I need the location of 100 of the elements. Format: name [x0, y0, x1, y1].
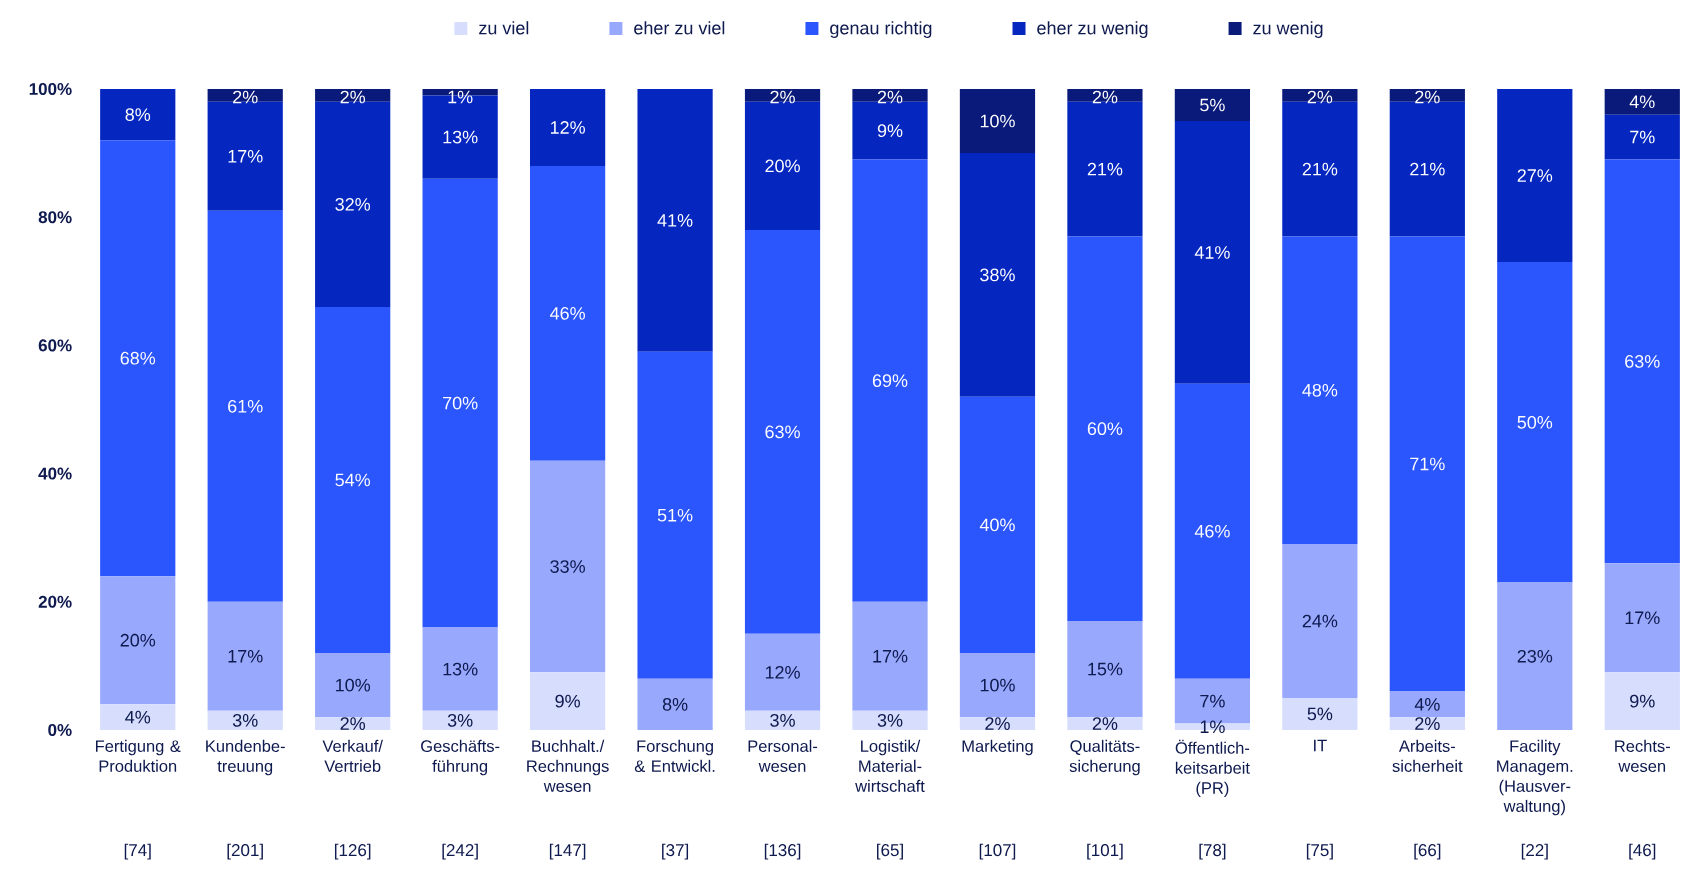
bar — [852, 601, 928, 711]
bar — [422, 710, 498, 730]
bar — [530, 165, 606, 461]
bar — [422, 627, 498, 711]
data-label: 41% — [1194, 246, 1230, 259]
text: [136] — [764, 843, 801, 860]
data-label: 21% — [1302, 162, 1338, 176]
text: [46] — [1629, 843, 1656, 860]
data-label: 12% — [550, 121, 585, 134]
text: [65] — [877, 843, 903, 860]
bar — [1497, 88, 1573, 263]
data-label: 63% — [1625, 355, 1660, 368]
data-label: 69% — [872, 374, 908, 388]
data-label: 8% — [125, 108, 151, 121]
data-label: 3% — [770, 713, 795, 727]
bar — [1067, 88, 1143, 102]
data-label: 17% — [228, 649, 263, 663]
data-label: 3% — [447, 713, 473, 727]
data-label: 12% — [765, 665, 800, 679]
bar — [744, 88, 821, 102]
y-tick-label: 0% — [48, 723, 72, 737]
data-label: 2% — [1415, 90, 1440, 104]
x-tick-label: Facility Managem. (Hausver-waltung) — [1497, 739, 1573, 816]
bar — [100, 140, 176, 577]
bar — [959, 88, 1036, 154]
data-label: 33% — [550, 560, 585, 573]
data-label: 2% — [877, 90, 903, 104]
data-label: 7% — [1630, 130, 1655, 144]
data-label: 70% — [443, 396, 478, 410]
data-label: 21% — [1410, 162, 1445, 176]
x-tick-label: Geschäfts-führung — [421, 739, 500, 776]
y-tick-label: 80% — [38, 211, 72, 224]
bar — [207, 710, 283, 730]
data-label: 2% — [770, 90, 795, 104]
bar — [959, 653, 1036, 718]
data-label: 17% — [1625, 611, 1660, 625]
data-label: 46% — [1194, 524, 1230, 538]
legend-label: genau richtig — [830, 21, 932, 38]
bar — [959, 396, 1036, 654]
data-label: 2% — [1415, 717, 1440, 730]
bar — [637, 351, 713, 679]
bar — [315, 88, 391, 102]
x-tick-label: Qualitäts-sicherung — [1069, 739, 1140, 776]
data-label: 40% — [979, 518, 1015, 532]
y-tick-label: 40% — [38, 467, 72, 480]
bar — [422, 178, 498, 628]
x-tick-label: IT — [1314, 739, 1327, 752]
bar — [852, 88, 928, 102]
bar — [1282, 88, 1358, 102]
bar — [1282, 236, 1358, 545]
text: [147] — [549, 843, 586, 860]
bar — [1604, 114, 1680, 160]
text: [75] — [1306, 843, 1333, 860]
y-tick-label: 20% — [38, 595, 72, 608]
text: [126] — [334, 843, 371, 860]
data-label: 2% — [1092, 90, 1118, 104]
data-label: 10% — [980, 678, 1015, 692]
data-label: 71% — [1410, 457, 1445, 471]
data-label: 4% — [1629, 95, 1655, 109]
bar — [637, 678, 713, 730]
x-tick-label: Personal-wesen — [748, 739, 818, 772]
data-label: 13% — [443, 662, 478, 676]
bar — [1604, 159, 1680, 564]
bar — [530, 460, 606, 673]
x-tick-label: Verkauf/ Vertrieb — [322, 739, 383, 772]
data-label: 51% — [657, 508, 693, 522]
data-label: 1% — [448, 90, 473, 104]
data-label: 63% — [765, 425, 800, 439]
data-label: 1% — [1200, 720, 1225, 734]
data-label: 20% — [765, 159, 800, 173]
data-label: 27% — [1517, 169, 1553, 182]
x-tick-label: Marketing — [962, 739, 1033, 756]
data-label: 24% — [1302, 614, 1338, 628]
bar — [100, 88, 176, 141]
bar — [1282, 544, 1358, 698]
data-label: 48% — [1302, 383, 1338, 397]
data-label: 7% — [1200, 694, 1225, 708]
data-label: 9% — [877, 124, 903, 138]
bar — [1604, 88, 1680, 115]
text: [74] — [124, 843, 151, 860]
data-label: 21% — [1087, 162, 1123, 176]
y-tick-label: 60% — [38, 339, 72, 352]
bar — [637, 88, 713, 352]
bar — [315, 717, 391, 730]
data-label: 61% — [228, 399, 263, 413]
bar — [1282, 697, 1358, 730]
data-label: 46% — [550, 306, 585, 320]
bar — [852, 159, 928, 602]
bar — [1067, 621, 1143, 718]
data-label: 10% — [980, 114, 1015, 128]
x-tick-label: Buchhalt./ Rechnungs wesen — [527, 739, 609, 792]
data-label: 54% — [335, 473, 371, 487]
text: [101] — [1087, 843, 1123, 860]
bar — [1389, 88, 1465, 102]
data-label: 17% — [228, 149, 263, 163]
bar — [1174, 88, 1251, 122]
data-label: 2% — [340, 717, 366, 730]
data-label: 32% — [335, 197, 371, 211]
bar — [530, 672, 606, 730]
text: [78] — [1199, 843, 1226, 860]
